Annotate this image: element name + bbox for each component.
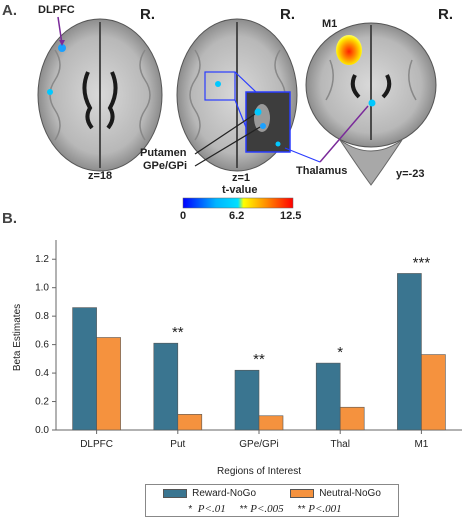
colorbar-tick-0: 0 [180, 210, 187, 222]
legend-swatch-neutral [290, 489, 315, 498]
slice-label-2: z=1 [232, 172, 251, 184]
bar-reward-3 [315, 362, 341, 431]
y-axis-label: Beta Estimates [12, 304, 23, 371]
significance-mark-3: * [337, 344, 343, 361]
label-pointers [57, 16, 369, 167]
bar-reward-1 [153, 342, 179, 431]
brain-slice-coronal [305, 22, 437, 186]
chart-legend: Reward-NoGo Neutral-NoGo * P<.01 ** P<.0… [145, 484, 399, 517]
bar-neutral-2 [258, 415, 284, 431]
significance-mark-2: ** [253, 351, 265, 368]
beta-bar-chart: 0.0 0.2 0.4 0.6 0.8 1.0 1.2 Beta Estimates DLPFC… [12, 240, 462, 477]
panel-b-letter: B. [2, 210, 17, 227]
legend-item-reward: Reward-NoGo [163, 488, 256, 499]
x-axis-label: Regions of Interest [217, 466, 301, 477]
m1-activation [336, 35, 362, 65]
legend-swatch-reward [163, 489, 188, 498]
x-tick-label-2: GPe/GPi [239, 439, 278, 450]
y-tick-label-1: 0.2 [35, 397, 49, 408]
bar-neutral-0 [96, 337, 121, 431]
bar-neutral-3 [339, 406, 365, 431]
y-tick-label-5: 1.0 [35, 283, 49, 294]
legend-item-neutral: Neutral-NoGo [290, 488, 381, 499]
legend-sig-3: ** P<.001 [297, 503, 342, 515]
significance-mark-1: ** [172, 324, 184, 341]
bar-neutral-4 [421, 354, 446, 431]
y-tick-label-4: 0.8 [35, 311, 49, 322]
label-m1: M1 [322, 18, 338, 30]
x-tick-label-1: Put [170, 439, 185, 450]
legend-sig-1: * P<.01 [188, 503, 226, 515]
slice-label-3: y=-23 [396, 168, 425, 180]
label-gpe-gpi: GPe/GPi [143, 160, 188, 172]
label-dlpfc: DLPFC [38, 4, 75, 16]
label-putamen: Putamen [140, 147, 187, 159]
thalamus-activation [368, 99, 376, 107]
colorbar-tick-1: 6.2 [229, 210, 245, 222]
orientation-mark-2: R. [280, 6, 295, 23]
gpe-gpi-activation [260, 123, 266, 129]
bar-reward-2 [234, 369, 260, 431]
orientation-mark-1: R. [140, 6, 155, 23]
legend-label-reward: Reward-NoGo [192, 488, 257, 499]
y-tick-label-0: 0.0 [35, 425, 49, 436]
significance-mark-4: *** [413, 254, 431, 271]
legend-label-neutral: Neutral-NoGo [319, 488, 381, 499]
brain-slice-axial-1 [37, 18, 163, 172]
legend-sig-2: ** P<.005 [239, 503, 284, 515]
colorbar-tick-2: 12.5 [280, 210, 302, 222]
x-tick-label-3: Thal [330, 439, 349, 450]
x-tick-label-4: M1 [414, 439, 428, 450]
orientation-mark-3: R. [438, 6, 453, 23]
colorbar-title: t-value [222, 184, 258, 196]
label-thalamus: Thalamus [296, 165, 348, 177]
bar-reward-4 [397, 273, 422, 431]
y-tick-label-3: 0.6 [35, 340, 49, 351]
panel-a-letter: A. [2, 2, 17, 19]
y-tick-label-2: 0.4 [35, 368, 49, 379]
brain-slice-axial-2 [176, 18, 298, 172]
colorbar [182, 197, 294, 209]
dlpfc-activation [58, 44, 66, 52]
putamen-activation [254, 108, 262, 116]
y-tick-label-6: 1.2 [35, 254, 49, 265]
bar-reward-0 [72, 307, 97, 431]
bar-neutral-1 [177, 414, 203, 431]
slice-label-1: z=18 [88, 170, 113, 182]
x-tick-label-0: DLPFC [80, 439, 113, 450]
brain-figure [37, 16, 437, 209]
